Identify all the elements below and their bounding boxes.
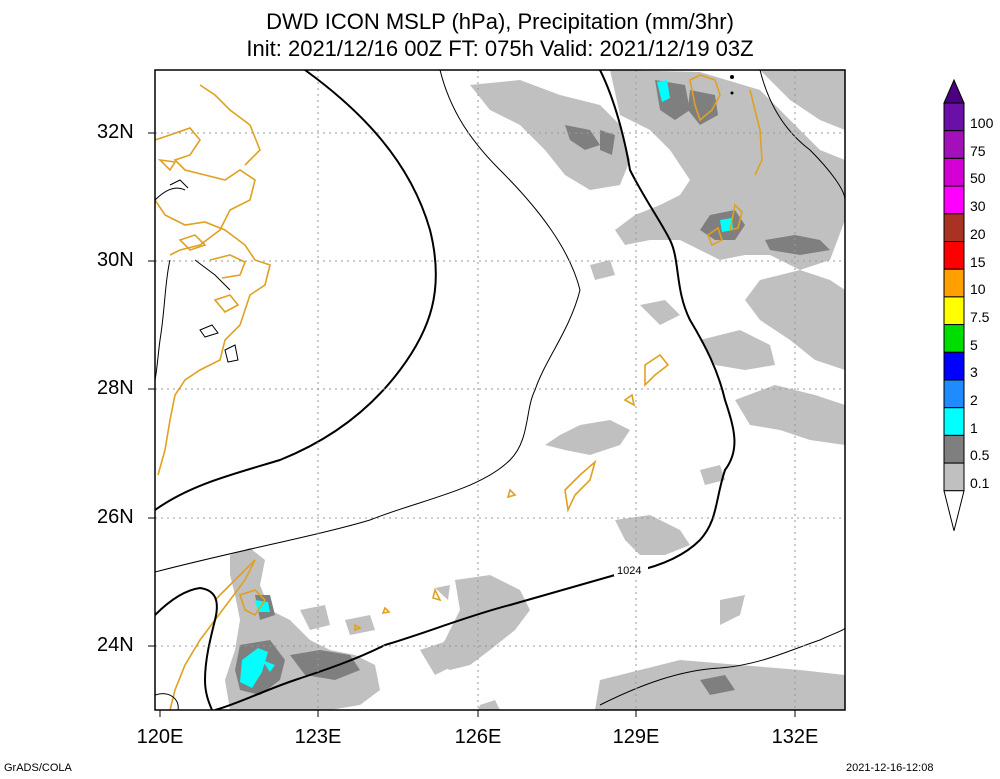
colorbar-swatch bbox=[943, 407, 965, 436]
map-subtitle: Init: 2021/12/16 00Z FT: 075h Valid: 202… bbox=[246, 36, 754, 61]
colorbar-label: 30 bbox=[970, 198, 986, 215]
colorbar-swatch bbox=[943, 379, 965, 409]
colorbar-label: 15 bbox=[970, 253, 986, 270]
colorbar-label: 1 bbox=[970, 419, 978, 436]
colorbar-bottom-arrow bbox=[943, 490, 965, 531]
colorbar-swatch bbox=[943, 351, 965, 381]
lat-label-28n: 28N bbox=[97, 377, 134, 399]
lat-label-26n: 26N bbox=[97, 506, 134, 528]
colorbar-label: 75 bbox=[970, 142, 986, 159]
colorbar-swatch bbox=[943, 241, 965, 270]
lat-label-24n: 24N bbox=[97, 634, 134, 656]
colorbar-top-arrow bbox=[943, 78, 965, 104]
colorbar-label: 50 bbox=[970, 170, 986, 187]
colorbar-swatch bbox=[943, 102, 965, 132]
footer-software: GrADS/COLA bbox=[4, 762, 72, 774]
colorbar-label: 3 bbox=[970, 364, 978, 381]
axis-ticks bbox=[148, 132, 796, 717]
colorbar-label: 5 bbox=[970, 336, 978, 353]
plot-area bbox=[155, 70, 845, 710]
coastlines bbox=[155, 74, 763, 710]
lon-label-123e: 123E bbox=[294, 726, 342, 748]
colorbar-label: 0.1 bbox=[970, 475, 990, 492]
colorbar-swatch bbox=[943, 462, 965, 492]
colorbar-label: 7.5 bbox=[970, 308, 990, 325]
lon-label-120e: 120E bbox=[136, 726, 184, 748]
mslp-isobars bbox=[155, 70, 736, 710]
colorbar-label: 2 bbox=[970, 392, 978, 408]
colorbar-swatch bbox=[943, 434, 965, 464]
lat-label-32n: 32N bbox=[97, 121, 134, 143]
contour-label: 1024 bbox=[617, 565, 641, 577]
colorbar-swatch bbox=[943, 296, 965, 326]
colorbar-swatch bbox=[943, 185, 965, 215]
lon-label-132e: 132E bbox=[771, 726, 819, 748]
colorbar-label: 0.5 bbox=[970, 447, 990, 464]
station-markers bbox=[730, 75, 734, 95]
colorbar-swatch bbox=[943, 268, 965, 298]
lon-label-129e: 129E bbox=[612, 726, 660, 748]
colorbar-swatch bbox=[943, 130, 965, 159]
map-title: DWD ICON MSLP (hPa), Precipitation (mm/3… bbox=[266, 9, 734, 34]
colorbar-swatch bbox=[943, 157, 965, 187]
footer-timestamp: 2021-12-16-12:08 bbox=[846, 762, 934, 774]
thin-contours bbox=[155, 70, 845, 710]
colorbar-swatch bbox=[943, 213, 965, 243]
precip-colorbar bbox=[943, 78, 965, 531]
contour-label-bg bbox=[614, 562, 648, 576]
plot-frame bbox=[154, 69, 846, 711]
lat-label-30n: 30N bbox=[97, 249, 134, 271]
colorbar-label: 100 bbox=[970, 115, 994, 131]
lon-label-126e: 126E bbox=[454, 726, 502, 748]
gridlines bbox=[155, 70, 845, 710]
precip-heavy-areas bbox=[240, 80, 733, 688]
colorbar-label: 10 bbox=[970, 281, 986, 298]
colorbar-label: 20 bbox=[970, 225, 986, 242]
colorbar-swatch bbox=[943, 324, 965, 353]
